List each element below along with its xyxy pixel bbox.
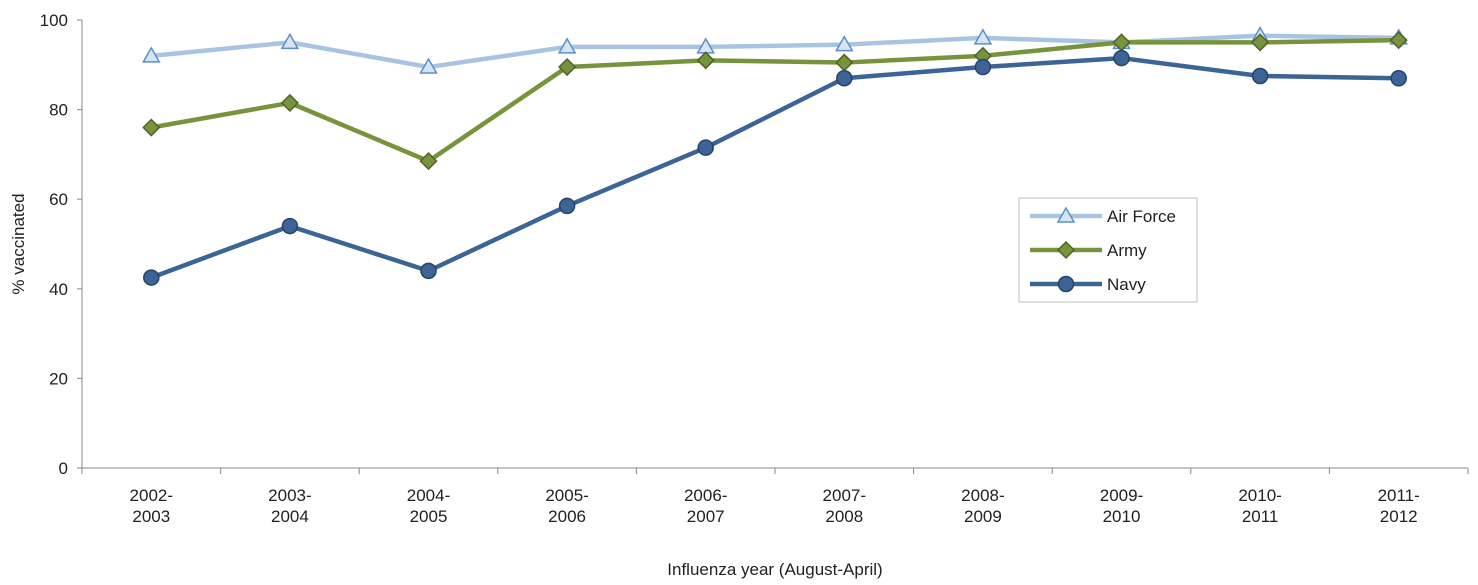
y-axis-title: % vaccinated: [9, 193, 28, 294]
series-navy: [143, 49, 1407, 286]
x-tick-label: 2002-2003: [130, 486, 173, 526]
legend-entry-air-force: Air Force: [1030, 206, 1176, 226]
legend: Air Force Army Navy: [1018, 197, 1198, 303]
data-point-navy: [1390, 69, 1407, 87]
data-point-army: [835, 53, 854, 72]
x-tick-label: 2004-2005: [407, 486, 450, 526]
data-point-navy: [420, 262, 437, 280]
y-tick-label: 40: [49, 280, 68, 299]
data-point-navy: [143, 269, 160, 286]
legend-marker-navy: [1057, 275, 1075, 293]
series-line-army: [150, 37, 1399, 164]
data-point-navy: [836, 69, 853, 87]
x-tick-label: 2007-2008: [823, 486, 866, 526]
y-tick-label: 0: [59, 459, 68, 478]
data-point-army: [696, 51, 715, 70]
data-point-navy: [1251, 67, 1269, 85]
data-point-army: [1251, 33, 1270, 52]
series-air-force: [142, 26, 1408, 74]
x-tick-label: 2009-2010: [1100, 486, 1143, 526]
series-line-navy: [150, 55, 1399, 280]
legend-label-navy: Navy: [1107, 275, 1146, 294]
data-point-army: [558, 57, 577, 77]
data-point-air-force: [142, 46, 161, 63]
y-axis-ticks: 0 20 40 60 80 100: [40, 11, 82, 478]
series-army: [142, 31, 1408, 171]
y-tick-label: 60: [49, 190, 68, 209]
series-lines: [142, 26, 1408, 286]
legend-entry-navy: Navy: [1030, 275, 1146, 294]
x-tick-label: 2003-2004: [268, 486, 311, 526]
data-point-air-force: [973, 28, 993, 45]
data-point-air-force: [557, 37, 577, 54]
x-axis-title: Influenza year (August-April): [667, 560, 882, 579]
legend-marker-air-force: [1056, 206, 1076, 223]
axes: [81, 20, 1468, 469]
x-tick-label: 2011-2012: [1378, 486, 1420, 526]
data-point-air-force: [280, 32, 300, 50]
legend-marker-army: [1056, 240, 1076, 260]
data-point-air-force: [419, 57, 438, 74]
data-point-navy: [974, 58, 992, 76]
x-axis-ticks: 2002-2003 2003-2004 2004-2005 2005-2006 2006…: [81, 468, 1469, 526]
data-point-army: [142, 118, 161, 137]
x-tick-label: 2006-2007: [684, 486, 727, 526]
data-point-navy: [281, 217, 299, 235]
y-tick-label: 20: [49, 369, 68, 388]
data-point-army: [419, 152, 438, 171]
data-point-army: [280, 93, 299, 112]
data-point-navy: [558, 197, 576, 215]
data-point-navy: [697, 139, 714, 156]
x-tick-label: 2008-2009: [961, 486, 1004, 526]
data-point-navy: [1113, 49, 1130, 67]
x-tick-label: 2010-2011: [1238, 486, 1281, 526]
legend-label-army: Army: [1107, 241, 1147, 260]
y-tick-label: 80: [49, 101, 68, 120]
legend-label-air-force: Air Force: [1107, 207, 1176, 226]
y-tick-label: 100: [40, 11, 68, 30]
legend-entry-army: Army: [1030, 240, 1147, 260]
data-point-army: [1389, 31, 1408, 50]
x-tick-label: 2005-2006: [545, 486, 588, 526]
data-point-air-force: [835, 35, 854, 52]
series-line-air-force: [151, 33, 1399, 70]
